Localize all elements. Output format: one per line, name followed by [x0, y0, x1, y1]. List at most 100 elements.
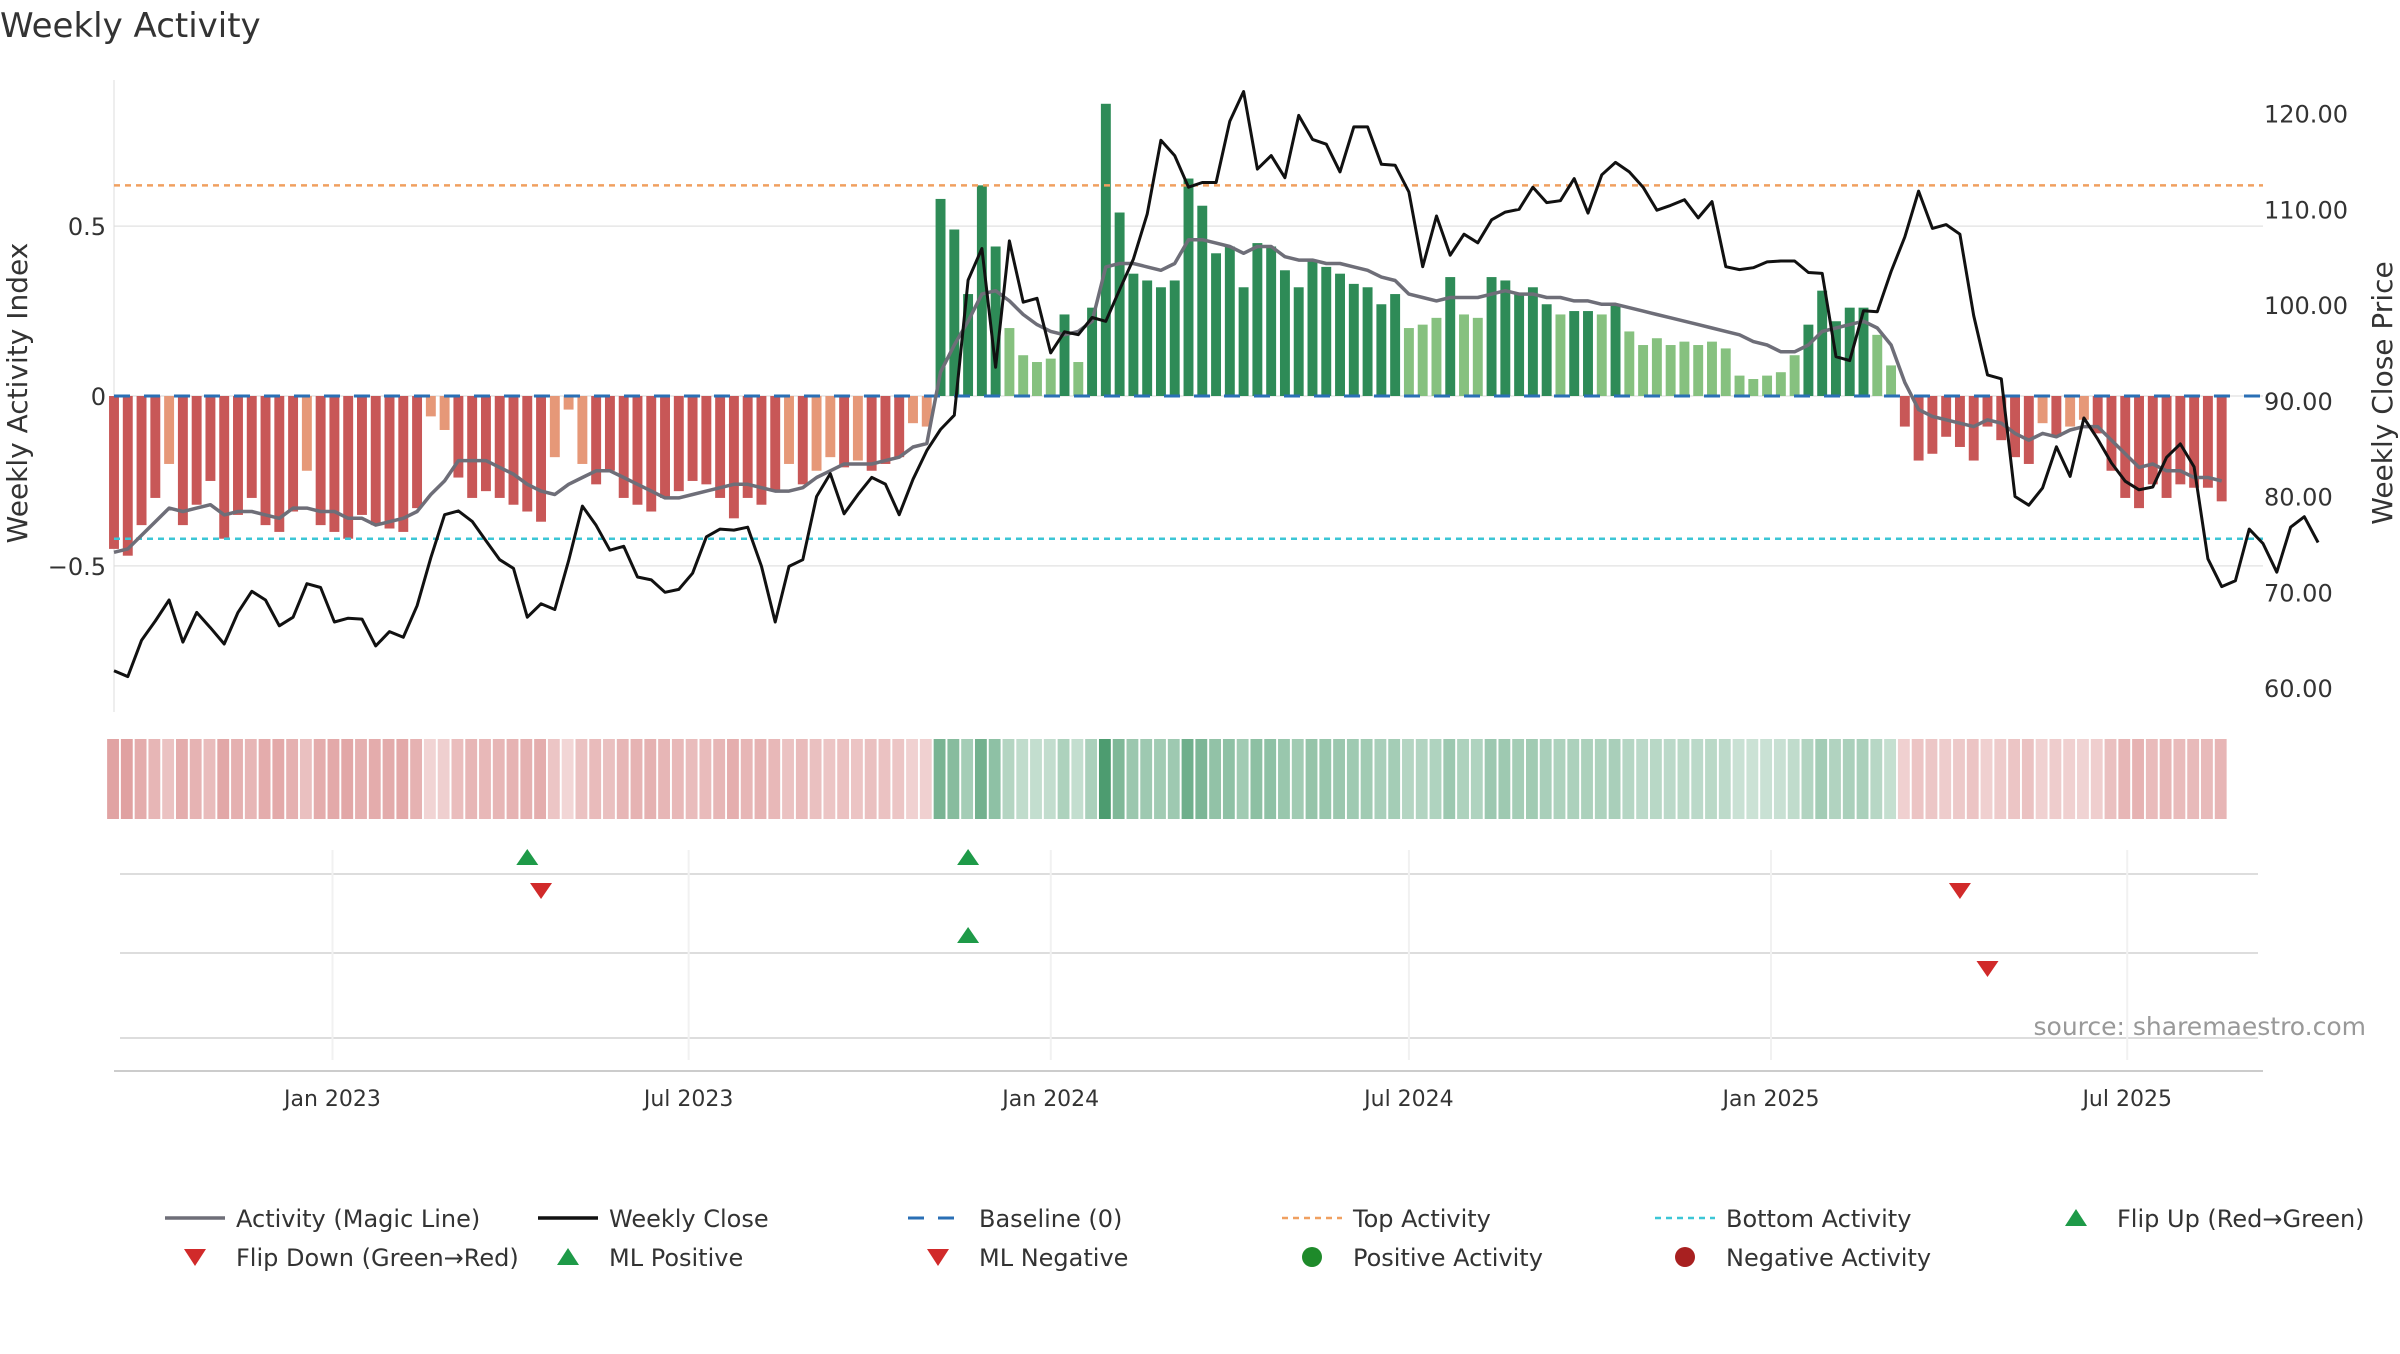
heat-strip-cell — [1098, 739, 1111, 819]
activity-bar — [1748, 379, 1759, 396]
x-tick-label: Jul 2023 — [642, 1087, 734, 1112]
activity-bar — [1459, 314, 1469, 396]
activity-bar — [1486, 277, 1497, 396]
activity-bar — [660, 396, 670, 498]
x-axis: Jan 2023 Jul 2023 Jan 2024 Jul 2024 Jan 2025… — [114, 850, 2263, 1112]
activity-bar — [866, 396, 877, 471]
activity-bar — [1266, 246, 1277, 396]
activity-bar — [177, 396, 188, 526]
heat-strip-cell — [2049, 739, 2062, 819]
heat-strip-cell — [1553, 739, 1566, 819]
activity-bar — [908, 396, 918, 424]
activity-bar — [935, 198, 946, 396]
legend-label: Bottom Activity — [1726, 1205, 1911, 1233]
activity-bar — [122, 396, 133, 556]
activity-bar — [1155, 287, 1166, 396]
activity-bar — [1032, 362, 1042, 396]
x-tick-label: Jul 2024 — [1362, 1087, 1454, 1112]
activity-bar — [136, 396, 147, 526]
y-right-tick-label: 110.00 — [2264, 196, 2348, 224]
heat-strip-cell — [850, 739, 863, 819]
activity-bar — [329, 396, 340, 532]
activity-bar — [1872, 334, 1883, 396]
legend-label: Positive Activity — [1353, 1244, 1543, 1272]
activity-bar — [1817, 290, 1828, 396]
heat-strip-cell — [299, 739, 312, 819]
activity-bar — [398, 396, 409, 532]
activity-bar — [1734, 375, 1745, 396]
heat-strip-cell — [272, 739, 285, 819]
flip-marker-rows — [120, 849, 2258, 1039]
heat-strip-cell — [1154, 739, 1166, 819]
activity-bar — [2161, 396, 2172, 498]
activity-bar — [1238, 287, 1249, 396]
activity-bar — [1927, 396, 1938, 454]
heat-strip-cell — [1043, 739, 1056, 819]
activity-bar — [921, 396, 932, 427]
activity-bar — [1665, 345, 1676, 396]
legend-label: ML Positive — [609, 1244, 743, 1272]
x-tick-label: Jan 2025 — [1721, 1087, 1820, 1112]
heat-strip-cell — [1608, 739, 1621, 819]
activity-bar — [1348, 283, 1359, 396]
heat-strip-cell — [2035, 739, 2048, 819]
activity-bar — [384, 396, 395, 529]
activity-bar — [1293, 287, 1304, 396]
activity-bar — [164, 396, 175, 464]
activity-bar — [1114, 212, 1125, 396]
heat-strip-cell — [782, 739, 794, 819]
legend-symbol-up-triangle — [557, 1248, 579, 1265]
activity-bar — [480, 396, 491, 492]
activity-bar — [563, 396, 574, 410]
activity-bar — [2023, 396, 2034, 464]
heat-strip-cell — [437, 739, 450, 819]
activity-bar — [2147, 396, 2158, 485]
heat-strip-cell — [1594, 739, 1607, 819]
activity-bar — [1403, 328, 1414, 396]
heat-strip-cell — [1870, 739, 1883, 819]
legend-symbol-negative-dot — [1675, 1247, 1695, 1267]
heat-strip-cell — [423, 739, 436, 819]
heat-strip-cell — [988, 739, 1001, 819]
activity-bar — [1886, 365, 1897, 396]
heat-strip-cell — [906, 739, 918, 819]
activity-bar — [756, 396, 767, 505]
activity-bar — [536, 396, 547, 522]
activity-bar — [1169, 280, 1180, 396]
activity-bar — [219, 396, 230, 539]
activity-bar — [2134, 396, 2144, 509]
heat-strip-cell — [410, 739, 423, 819]
heat-strip-cell — [1415, 739, 1428, 819]
heat-strip-cell — [961, 739, 974, 819]
heat-strip-cell — [1980, 739, 1993, 819]
activity-bar — [2037, 396, 2048, 424]
heat-strip-cell — [837, 739, 850, 819]
heat-strip-cell — [2145, 739, 2158, 819]
heat-strip-cell — [2173, 739, 2186, 819]
activity-bar — [508, 396, 519, 505]
activity-bar — [1445, 277, 1456, 396]
heat-strip-cell — [203, 739, 216, 819]
heat-strip-cell — [2187, 739, 2200, 819]
activity-bar — [2106, 396, 2117, 471]
heat-strip-cell — [1374, 739, 1387, 819]
heat-strip-cell — [1856, 739, 1869, 819]
heat-strip-cell — [1526, 739, 1538, 819]
activity-bar — [2189, 396, 2200, 488]
activity-bar — [1018, 355, 1029, 396]
heat-strip-cell — [1829, 739, 1841, 819]
heat-strip-cell — [1539, 739, 1552, 819]
heat-strip-cell — [1195, 739, 1208, 819]
activity-bar — [1624, 331, 1635, 396]
heat-strip-cell — [713, 739, 726, 819]
activity-bar — [1707, 341, 1717, 396]
activity-bar — [1321, 266, 1332, 396]
heat-strip-cell — [286, 739, 299, 819]
heat-strip-cell — [1360, 739, 1373, 819]
heat-strip-cell — [1884, 739, 1897, 819]
heat-strip-cell — [355, 739, 367, 819]
heat-strip-cell — [1581, 739, 1593, 819]
y-axis-right-label: Weekly Close Price — [2366, 261, 2399, 524]
heat-strip-cell — [740, 739, 753, 819]
heat-strip-cell — [1966, 739, 1979, 819]
